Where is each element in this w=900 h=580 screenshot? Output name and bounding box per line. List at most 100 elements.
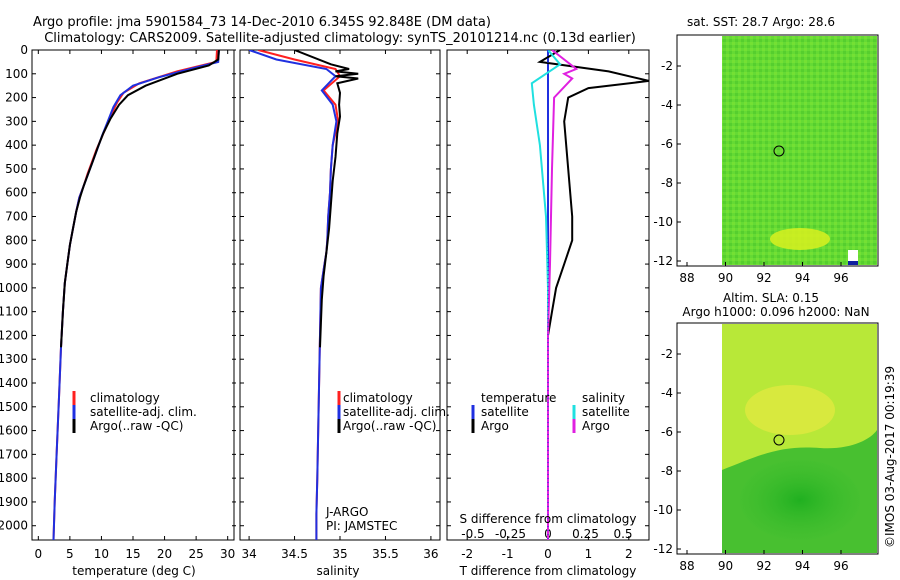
sla-argo-marker <box>773 434 785 446</box>
legend-title-salinity: salinity <box>582 391 625 405</box>
depth-tick-label: 0 <box>20 43 28 57</box>
legend-label-climatology: climatology <box>90 391 160 405</box>
salinity-line-0 <box>257 50 342 540</box>
depth-tick-label: 200 <box>5 91 28 105</box>
salinity-xlabel: salinity <box>316 564 359 578</box>
temp-x-tick-label: 10 <box>94 547 109 561</box>
diff-t-tick-label: -2 <box>461 547 473 561</box>
legend-title-temperature: temperature <box>481 391 556 405</box>
diff-bottom-label: T difference from climatology <box>459 564 637 578</box>
temp-line-0 <box>52 50 218 540</box>
diff-x-axis: -2-1012-0.5-0.2500.250.5 <box>461 50 633 561</box>
sst-missing-patch <box>848 250 858 264</box>
depth-tick-label: 500 <box>5 162 28 176</box>
sst-y-tick-label: -4 <box>661 98 673 112</box>
diff-s-tick-label: 0.25 <box>572 527 599 541</box>
legend-label-satellite: satellite-adj. clim. <box>90 405 197 419</box>
temp-line-2 <box>60 50 220 348</box>
depth-tick-label: 1200 <box>0 328 28 342</box>
header-line2: Climatology: CARS2009. Satellite-adjuste… <box>44 31 636 46</box>
depth-tick-label: 1800 <box>0 471 28 485</box>
diff-s-tick-label: 0.5 <box>613 527 632 541</box>
legend-label-temp-argo: Argo <box>481 419 509 433</box>
sla-y-tick-label: -12 <box>653 542 673 556</box>
temp-x-tick-label: 25 <box>188 547 203 561</box>
sst-map-image <box>722 36 877 265</box>
legend-label-argo: Argo(..raw -QC) <box>343 419 436 433</box>
depth-tick-label: 400 <box>5 138 28 152</box>
salinity-panel-frame <box>239 49 441 541</box>
sst-y-tick-label: -12 <box>653 254 673 268</box>
temp-panel-frame <box>31 49 235 541</box>
temp-x-tick-label: 0 <box>34 547 42 561</box>
depth-tick-label: 100 <box>5 67 28 81</box>
salinity-line-1 <box>248 50 338 540</box>
temp-line-1 <box>52 50 220 540</box>
legend-label-argo: Argo(..raw -QC) <box>90 419 183 433</box>
diff-legend: temperature salinity satellite Argo sate… <box>471 391 630 433</box>
sst-x-tick-label: 88 <box>679 271 694 285</box>
sst-field <box>722 36 877 265</box>
sst-map-axes: 88 90 92 94 96 -2 -4 -6 -8 -10 -12 <box>653 59 848 285</box>
sla-map-axes: 88 90 92 94 96 -2 -4 -6 -8 -10 -12 <box>653 347 848 573</box>
salinity-x-tick-label: 34 <box>241 547 256 561</box>
diff-s-tick-label: -0.25 <box>495 527 526 541</box>
sla-map-title2: Argo h1000: 0.096 h2000: NaN <box>682 305 869 319</box>
sst-argo-marker <box>773 145 785 157</box>
temp-x-tick-label: 30 <box>220 547 235 561</box>
sst-blue-patch <box>848 261 858 265</box>
temp-xlabel: temperature (deg C) <box>72 564 195 578</box>
sst-y-tick-label: -2 <box>661 59 673 73</box>
sla-y-tick-label: -2 <box>661 347 673 361</box>
sla-low-core <box>740 460 860 540</box>
salinity-x-tick-label: 34.5 <box>281 547 308 561</box>
legend-label-sal-satellite: satellite <box>582 405 630 419</box>
diff-t-tick-label: 1 <box>585 547 593 561</box>
depth-tick-label: 300 <box>5 114 28 128</box>
depth-tick-label: 1900 <box>0 495 28 509</box>
temp-x-tick-label: 15 <box>125 547 140 561</box>
salinity-x-tick-label: 36 <box>423 547 438 561</box>
depth-tick-label: 1000 <box>0 281 28 295</box>
temp-x-tick-label: 5 <box>66 547 74 561</box>
sst-x-tick-label: 90 <box>718 271 733 285</box>
sla-y-tick-label: -8 <box>661 464 673 478</box>
sst-warm-patch <box>770 228 830 250</box>
sst-y-tick-label: -8 <box>661 176 673 190</box>
depth-tick-label: 2000 <box>0 519 28 533</box>
depth-tick-label: 700 <box>5 210 28 224</box>
sst-x-tick-label: 92 <box>756 271 771 285</box>
depth-tick-label: 1500 <box>0 400 28 414</box>
sst-map-title: sat. SST: 28.7 Argo: 28.6 <box>687 15 835 29</box>
sst-x-tick-label: 96 <box>833 271 848 285</box>
salinity-x-tick-label: 35.5 <box>372 547 399 561</box>
sla-x-tick-label: 92 <box>756 559 771 573</box>
sst-y-tick-label: -10 <box>653 215 673 229</box>
temp-x-tick-label: 20 <box>157 547 172 561</box>
sla-map-title1: Altim. SLA: 0.15 <box>723 291 819 305</box>
legend-label-satellite: satellite-adj. clim. <box>343 405 450 419</box>
salinity-note-jargo: J-ARGO <box>325 505 368 519</box>
depth-tick-label: 800 <box>5 233 28 247</box>
depth-tick-label: 900 <box>5 257 28 271</box>
depth-tick-label: 1400 <box>0 376 28 390</box>
diff-line-1 <box>536 50 649 348</box>
sst-x-tick-label: 94 <box>795 271 810 285</box>
sla-x-tick-label: 94 <box>795 559 810 573</box>
sla-x-tick-label: 90 <box>718 559 733 573</box>
diff-line-3 <box>547 50 579 540</box>
depth-tick-label: 1100 <box>0 305 28 319</box>
diff-t-tick-label: 2 <box>625 547 633 561</box>
sla-x-tick-label: 88 <box>679 559 694 573</box>
diff-s-tick-label: -0.5 <box>461 527 484 541</box>
sla-x-tick-label: 96 <box>833 559 848 573</box>
sla-map-image <box>722 324 877 553</box>
diff-t-tick-label: 0 <box>544 547 552 561</box>
depth-tick-label: 600 <box>5 186 28 200</box>
credit-text: ©IMOS 03-Aug-2017 00:19:39 <box>883 366 897 548</box>
sla-y-tick-label: -4 <box>661 386 673 400</box>
depth-tick-label: 1700 <box>0 447 28 461</box>
temp-legend: climatology satellite-adj. clim. Argo(..… <box>72 391 197 433</box>
legend-label-sal-argo: Argo <box>582 419 610 433</box>
